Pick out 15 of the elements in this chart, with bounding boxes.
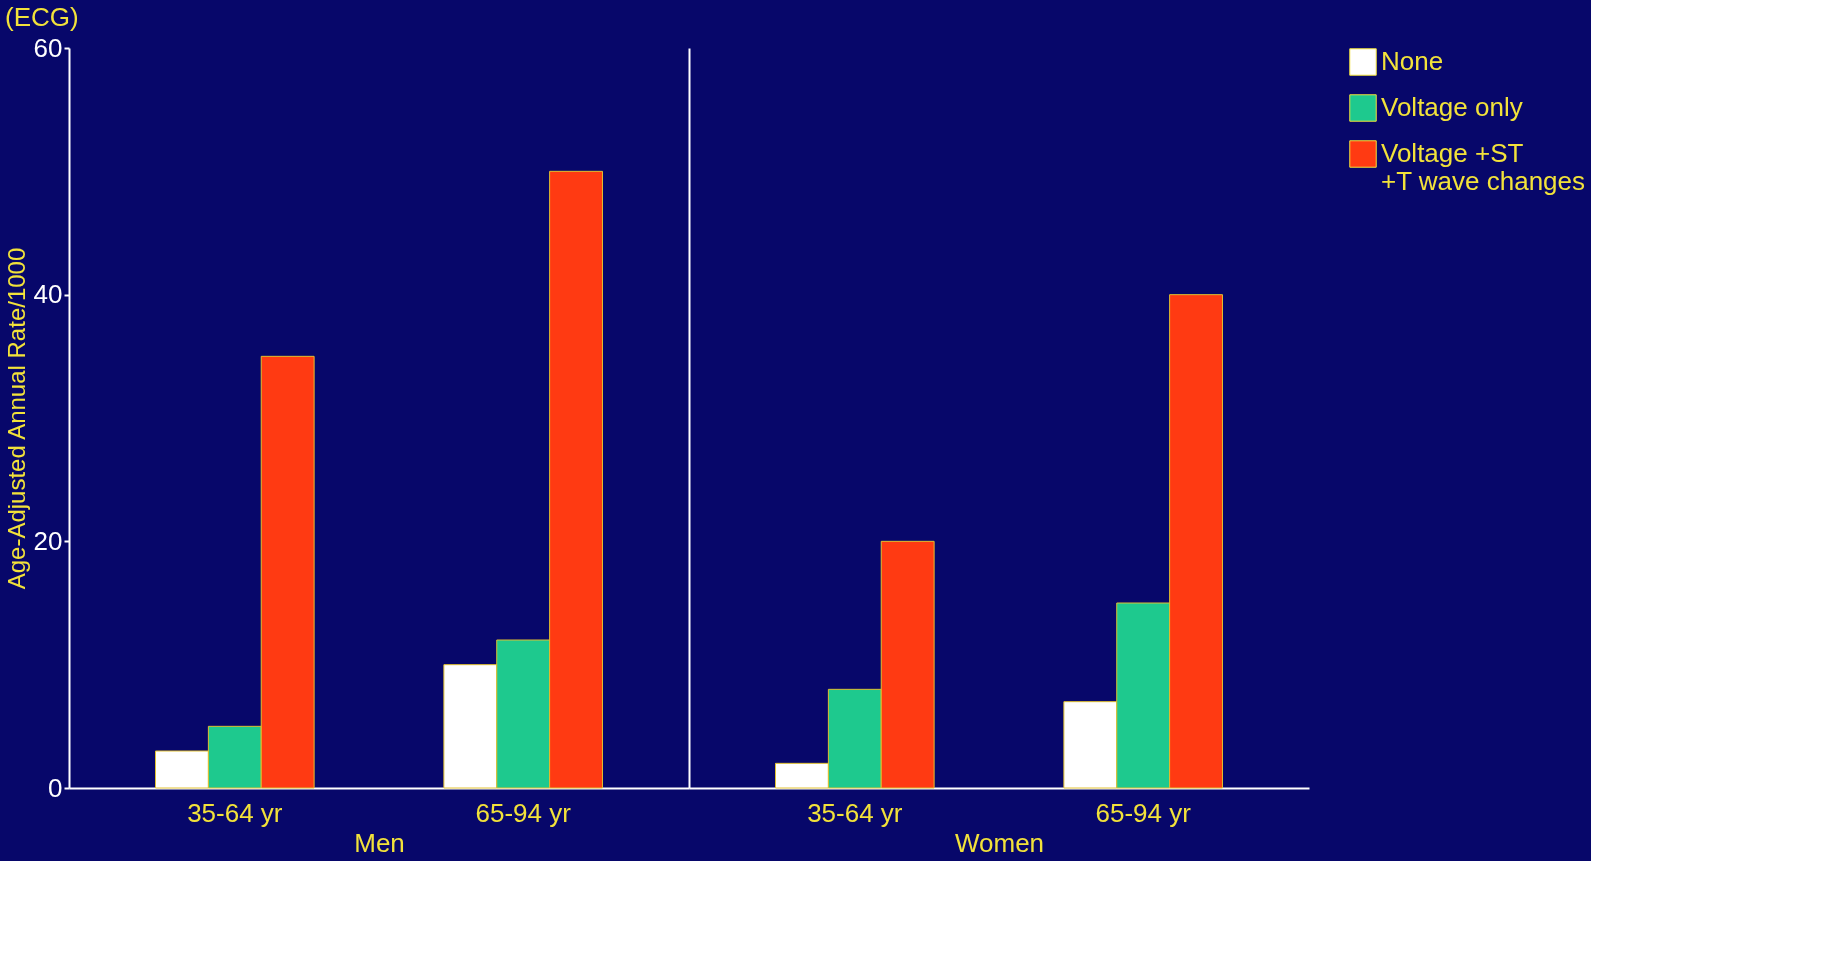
x-tick-label: 35-64 yr	[807, 797, 903, 828]
x-tick-label: 65-94 yr	[475, 797, 572, 828]
legend-label: None	[1381, 46, 1444, 76]
legend-label: Voltage only	[1381, 92, 1523, 122]
x-axis-title: Women	[954, 827, 1045, 858]
y-tick-label: 0	[48, 772, 63, 803]
y-tick-label: 20	[33, 525, 63, 556]
x-axis-title: Men	[354, 827, 405, 858]
chart-title: (ECG)	[5, 2, 79, 32]
y-axis-title: Age-Adjusted Annual Rate/1000	[2, 247, 30, 590]
x-tick-label: 65-94 yr	[1095, 797, 1192, 828]
x-tick-label: 35-64 yr	[187, 797, 283, 828]
y-tick-label: 60	[33, 32, 63, 63]
y-tick-label: 40	[33, 279, 63, 310]
legend-label: Voltage +ST +T wave changes	[1381, 138, 1586, 196]
